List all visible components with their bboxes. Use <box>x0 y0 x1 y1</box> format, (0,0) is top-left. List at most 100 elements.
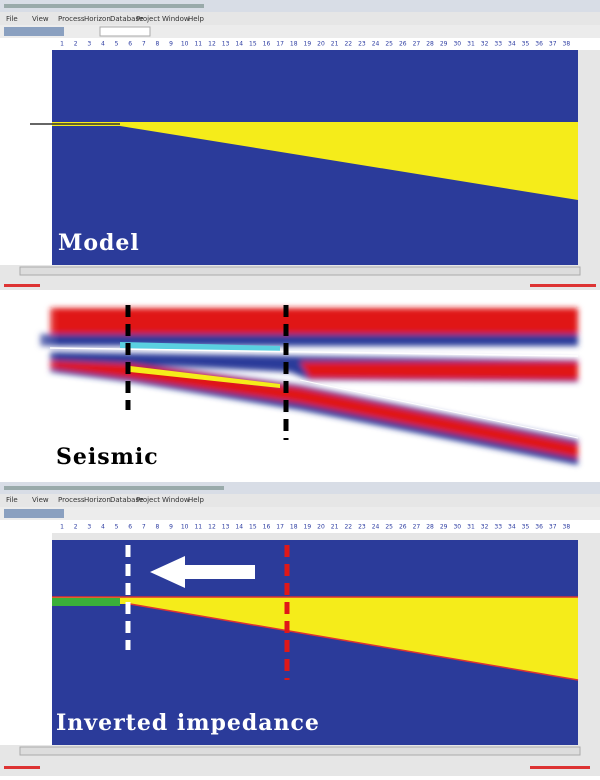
trace-number: 21 <box>331 41 339 48</box>
scrollbar[interactable] <box>19 746 581 756</box>
trace-numbers: 1 2 3 4 5 6 7 8 9 10 11 12 13 14 15 16 17 18 19 20 21 22 23 24 2… <box>60 41 570 48</box>
trace-number: 20 <box>317 41 325 48</box>
trace-number: 21 <box>331 524 339 531</box>
arrow <box>150 556 255 588</box>
trace-number: 6 <box>128 41 132 48</box>
menu-item[interactable]: Horizon <box>84 15 111 23</box>
menu-item[interactable]: Window <box>162 496 190 504</box>
trace-number: 9 <box>169 41 173 48</box>
trace-number: 26 <box>399 41 407 48</box>
trace-number: 9 <box>169 524 173 531</box>
trace-number: 6 <box>128 524 132 531</box>
toolbar <box>0 507 600 520</box>
trace-number: 29 <box>440 524 448 531</box>
toolbar-icons <box>4 509 64 518</box>
trace-numbers: 1 2 3 4 5 6 7 8 9 10 11 12 13 14 15 16 17 18 19 20 21 22 23 24 2… <box>60 524 570 531</box>
trace-header <box>0 38 600 50</box>
trace-number: 31 <box>467 524 475 531</box>
trace-number: 27 <box>413 41 421 48</box>
menu-item[interactable]: File <box>6 15 18 23</box>
menu-item[interactable]: Help <box>188 15 205 23</box>
trace-number: 15 <box>249 524 257 531</box>
menu-item[interactable]: Help <box>188 496 205 504</box>
trace-number: 32 <box>481 41 489 48</box>
trace-number: 30 <box>453 524 461 531</box>
title-text-blur <box>4 486 224 490</box>
trace-number: 2 <box>74 524 78 531</box>
trace-number: 38 <box>563 524 571 531</box>
trace-number: 27 <box>413 524 421 531</box>
trace-number: 38 <box>563 41 571 48</box>
trace-number: 10 <box>181 524 189 531</box>
trace-number: 34 <box>508 524 516 531</box>
trace-number: 23 <box>358 41 366 48</box>
trace-number: 29 <box>440 41 448 48</box>
trace-number: 25 <box>385 524 393 531</box>
trace-number: 5 <box>115 524 119 531</box>
trace-number: 1 <box>60 41 64 48</box>
trace-number: 7 <box>142 524 146 531</box>
panel-label: Seismic <box>56 444 159 470</box>
trace-number: 22 <box>344 41 352 48</box>
trace-number: 13 <box>222 41 230 48</box>
menu-item[interactable]: Horizon <box>84 496 111 504</box>
trace-number: 17 <box>276 41 284 48</box>
trace-number: 25 <box>385 41 393 48</box>
trace-number: 18 <box>290 524 298 531</box>
trace-number: 36 <box>535 41 543 48</box>
menu-item[interactable]: Database <box>110 496 143 504</box>
toolbar-field[interactable] <box>99 26 151 37</box>
trace-header <box>0 520 600 533</box>
trace-number: 17 <box>276 524 284 531</box>
trace-number: 15 <box>249 41 257 48</box>
trace-number: 37 <box>549 41 557 48</box>
trace-number: 8 <box>156 524 160 531</box>
menu-item[interactable]: Process <box>58 496 85 504</box>
toolbar-icons <box>4 27 64 36</box>
trace-number: 19 <box>304 41 312 48</box>
trace-number: 4 <box>101 41 105 48</box>
time-axis <box>0 50 52 265</box>
title-text-blur <box>4 4 204 8</box>
menu-item[interactable]: File <box>6 496 18 504</box>
trace-number: 3 <box>87 41 91 48</box>
trace-number: 24 <box>372 41 380 48</box>
status-right <box>530 284 596 287</box>
menu-item[interactable]: Process <box>58 15 85 23</box>
title-bar <box>0 0 600 12</box>
trace-number: 18 <box>290 41 298 48</box>
trace-number: 8 <box>156 41 160 48</box>
trace-number: 5 <box>115 41 119 48</box>
trace-number: 11 <box>194 41 202 48</box>
title-bar <box>0 482 600 494</box>
status-left <box>4 766 40 769</box>
scrollbar[interactable] <box>19 266 581 276</box>
trace-number: 28 <box>426 524 434 531</box>
trace-number: 30 <box>453 41 461 48</box>
panel-label: Model <box>58 230 140 256</box>
menu-item[interactable]: Database <box>110 15 143 23</box>
trace-number: 1 <box>60 524 64 531</box>
trace-number: 22 <box>344 524 352 531</box>
wedge <box>52 122 578 200</box>
trace-number: 26 <box>399 524 407 531</box>
trace-number: 12 <box>208 524 216 531</box>
trace-number: 4 <box>101 524 105 531</box>
status-right <box>530 766 590 769</box>
menu-item[interactable]: View <box>32 15 49 23</box>
menu-item[interactable]: Window <box>162 15 190 23</box>
menu-item[interactable]: View <box>32 496 49 504</box>
trace-number: 19 <box>304 524 312 531</box>
trace-number: 33 <box>494 524 502 531</box>
menu-item[interactable]: Project <box>136 15 160 23</box>
panel-label: Inverted impedance <box>56 710 320 736</box>
trace-number: 28 <box>426 41 434 48</box>
menu-item[interactable]: Project <box>136 496 160 504</box>
trace-number: 31 <box>467 41 475 48</box>
trace-number: 12 <box>208 41 216 48</box>
fade <box>0 292 600 482</box>
toolbar <box>0 25 600 38</box>
trace-number: 36 <box>535 524 543 531</box>
trace-number: 23 <box>358 524 366 531</box>
